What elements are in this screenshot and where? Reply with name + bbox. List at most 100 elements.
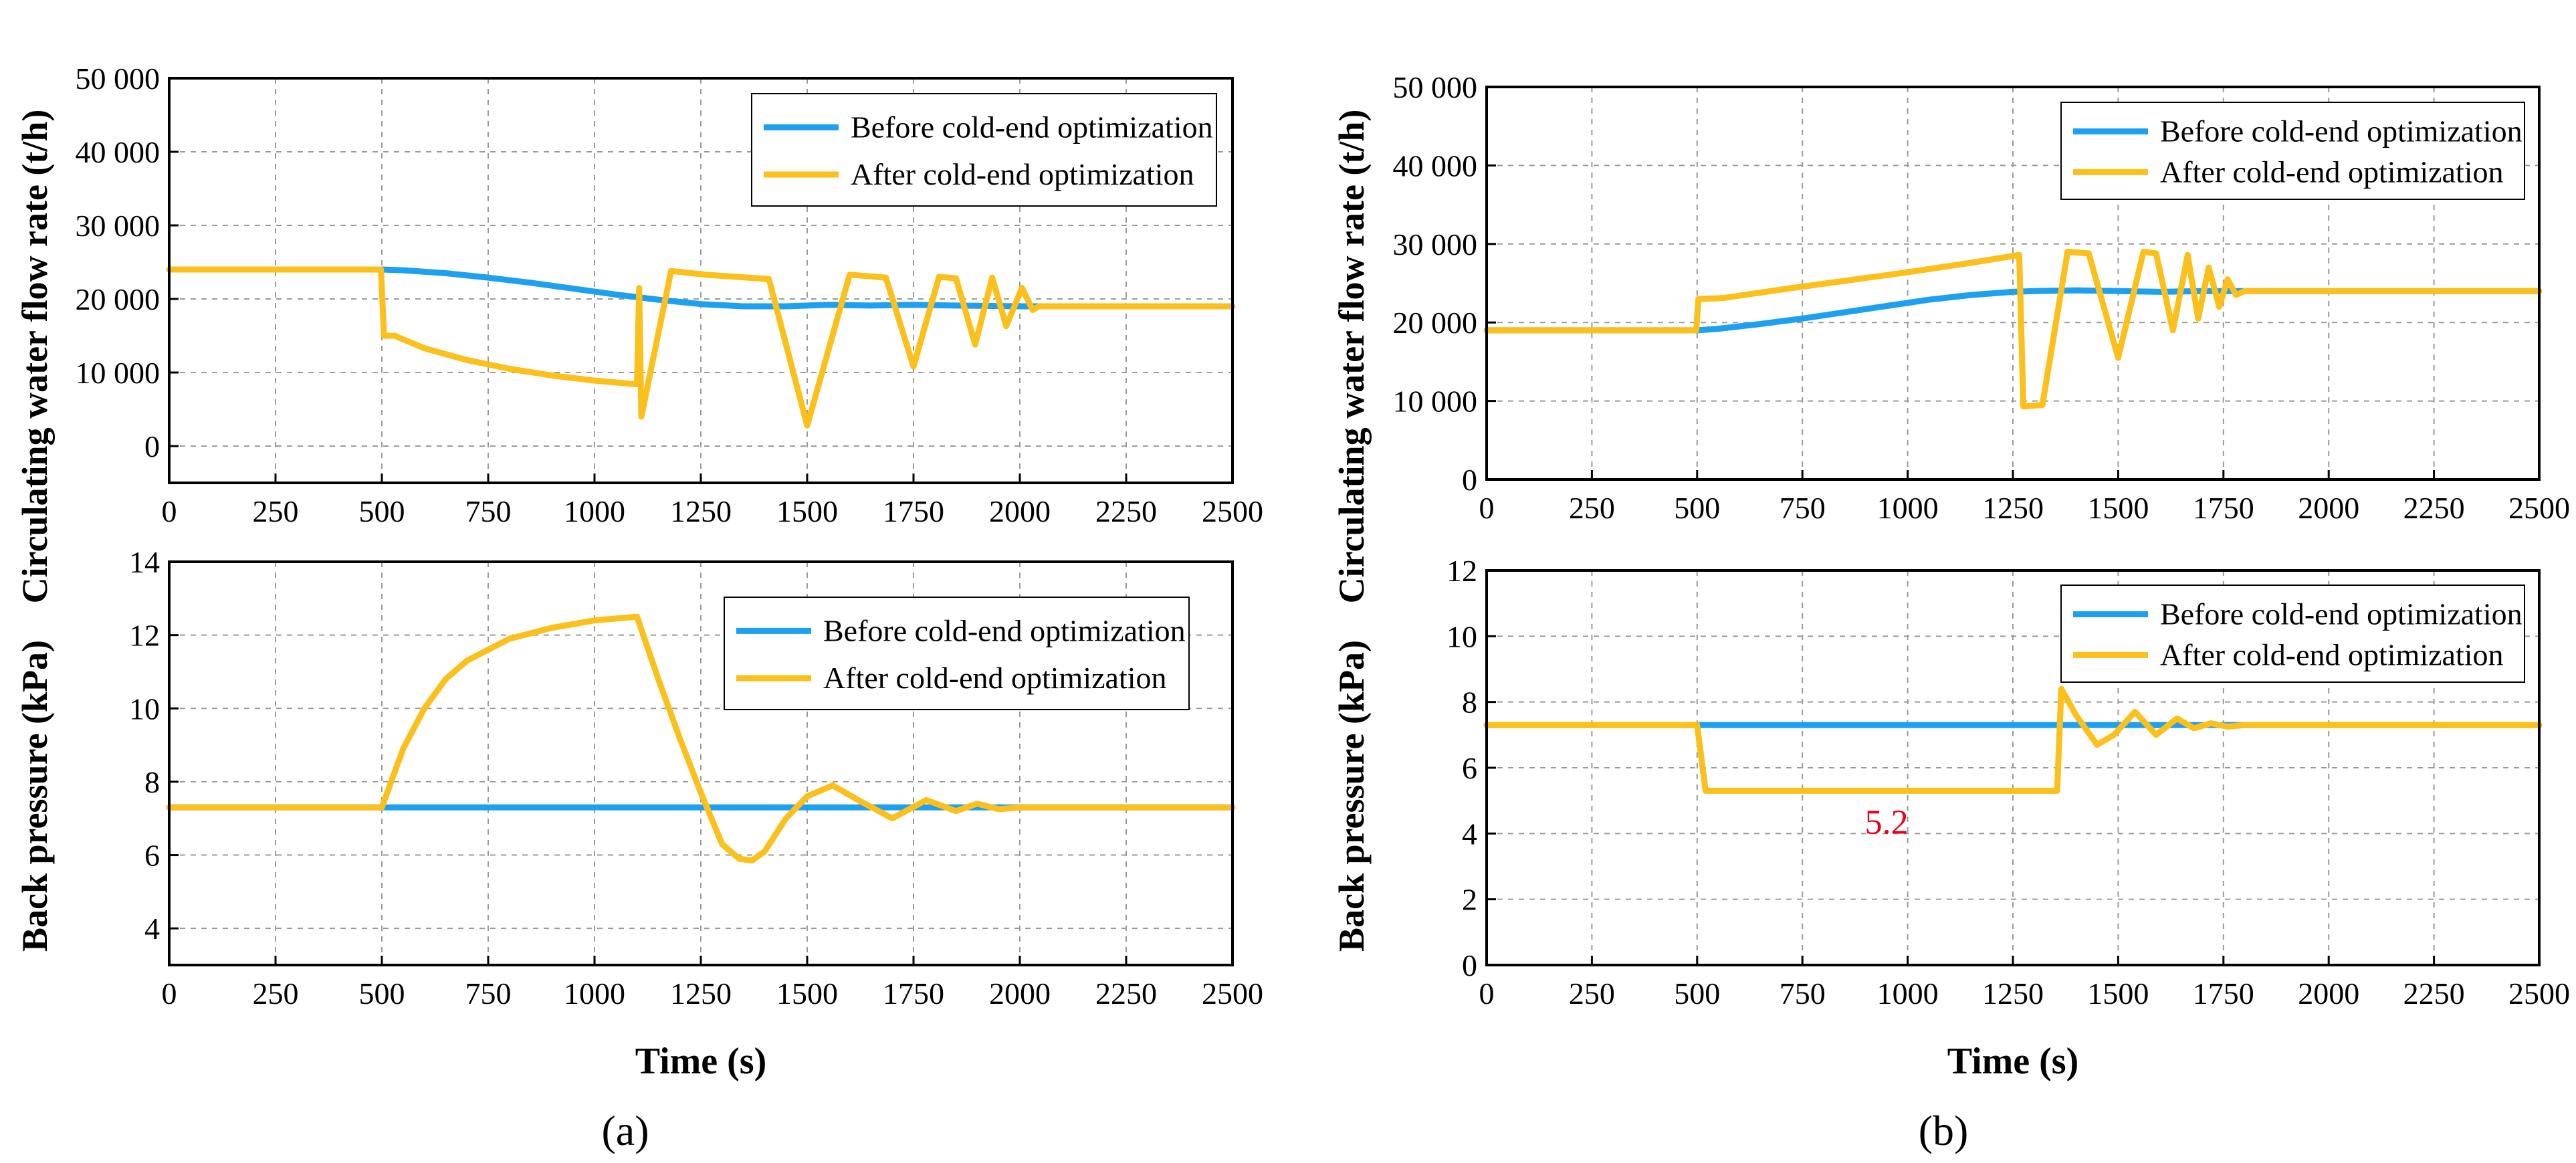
x-tick-label: 2500 [2508, 491, 2570, 525]
x-tick-label: 2250 [2403, 491, 2465, 525]
x-tick-label: 0 [1479, 491, 1495, 525]
x-tick-label: 500 [1674, 491, 1720, 525]
legend-label-after: After cold-end optimization [2160, 154, 2504, 189]
y-tick-label: 4 [144, 912, 160, 946]
x-tick-label: 250 [253, 494, 299, 528]
y-tick-label: 0 [144, 429, 160, 463]
x-tick-label: 250 [1569, 491, 1615, 525]
y-tick-label: 0 [1462, 948, 1477, 982]
y-tick-label: 50 000 [76, 62, 160, 96]
x-tick-label: 500 [359, 976, 405, 1011]
x-tick-label: 750 [1780, 491, 1826, 525]
legend-label-after: After cold-end optimization [851, 157, 1194, 191]
x-tick-label: 250 [253, 976, 299, 1011]
legend-box [2060, 585, 2525, 683]
chart-b-back-pressure: 0 250 500 750 1000 1250 1500 1750 2000 2250 2500 0 2… [1331, 554, 2570, 1082]
legend-box [751, 93, 1217, 207]
y-tick-label: 20 000 [76, 282, 160, 316]
x-tick-label: 1250 [670, 976, 732, 1011]
x-tick-label: 0 [1479, 976, 1495, 1011]
x-tick-label: 250 [1569, 976, 1615, 1011]
chart-a-flow-rate: 0 250 500 750 1000 1250 1500 1750 2000 2250 250001… [15, 62, 1263, 603]
x-tick-label: 2500 [2508, 976, 2570, 1011]
y-axis-label: Circulating water flow rate (t/h) [1331, 110, 1372, 604]
legend-label-after: After cold-end optimization [2160, 637, 2504, 671]
x-tick-label: 500 [1674, 976, 1720, 1011]
y-tick-label: 20 000 [1393, 306, 1478, 340]
y-tick-label: 50 000 [1393, 70, 1478, 104]
series-line-after [166, 266, 1236, 429]
series-line-before [166, 266, 1236, 310]
legend-label-before: Before cold-end optimization [2160, 114, 2523, 148]
legend-label-before: Before cold-end optimization [2160, 597, 2523, 631]
y-tick-label: 40 000 [1393, 148, 1478, 183]
y-tick-label: 2 [1462, 883, 1477, 917]
x-tick-label: 1000 [564, 976, 625, 1011]
chart-a-back-pressure: 0 250 500 750 1000 1250 1500 1750 2000 2250 2500 4 6… [15, 545, 1263, 1082]
x-tick-label: 1750 [2193, 976, 2254, 1011]
y-tick-label: 30 000 [76, 209, 160, 243]
y-tick-label: 10 000 [76, 356, 160, 390]
x-tick-label: 1000 [1877, 976, 1939, 1011]
x-tick-label: 1250 [1982, 976, 2044, 1011]
y-tick-label: 12 [1446, 554, 1477, 588]
legend-box [2060, 102, 2525, 200]
x-tick-label: 1750 [883, 976, 944, 1011]
x-tick-label: 1000 [564, 494, 625, 528]
x-tick-label: 0 [162, 494, 177, 528]
x-tick-label: 1250 [670, 494, 732, 528]
x-tick-label: 1750 [2193, 491, 2254, 525]
x-tick-label: 750 [465, 494, 512, 528]
x-tick-label: 2000 [989, 494, 1051, 528]
x-axis-label: Time (s) [635, 1041, 767, 1082]
legend-label-before: Before cold-end optimization [823, 613, 1186, 647]
y-tick-label: 10 [1446, 619, 1477, 653]
x-tick-label: 2250 [2403, 976, 2465, 1011]
y-tick-label: 12 [129, 619, 160, 653]
y-tick-label: 6 [1462, 751, 1477, 785]
y-axis-label: Back pressure (kPa) [15, 640, 55, 952]
y-tick-label: 10 000 [1393, 385, 1478, 419]
x-tick-label: 0 [162, 976, 177, 1011]
x-tick-label: 2250 [1095, 494, 1157, 528]
x-tick-label: 750 [1780, 976, 1826, 1011]
y-axis-label: Back pressure (kPa) [1331, 640, 1372, 952]
x-tick-label: 1250 [1982, 491, 2044, 525]
x-tick-label: 2000 [2298, 976, 2359, 1011]
y-tick-label: 8 [144, 765, 160, 799]
x-tick-label: 1000 [1877, 491, 1939, 525]
panel-label-b: (b) [1919, 1107, 1969, 1154]
x-tick-label: 1750 [883, 494, 944, 528]
series-line-after [1483, 249, 2543, 410]
x-tick-label: 750 [465, 976, 512, 1011]
x-tick-label: 2000 [989, 976, 1051, 1011]
series-line-after [166, 613, 1236, 864]
x-tick-label: 1500 [776, 976, 838, 1011]
y-tick-label: 14 [129, 545, 160, 579]
series-line-after [1483, 685, 2543, 794]
x-tick-label: 1500 [2087, 976, 2149, 1011]
y-tick-label: 40 000 [76, 135, 160, 169]
annotation-label: 5.2 [1865, 803, 1909, 841]
y-tick-label: 6 [144, 839, 160, 873]
x-tick-label: 2000 [2298, 491, 2359, 525]
legend-label-after: After cold-end optimization [823, 661, 1167, 695]
y-tick-label: 10 [129, 692, 160, 726]
x-tick-label: 1500 [776, 494, 838, 528]
y-tick-label: 8 [1462, 685, 1477, 720]
y-axis-label: Circulating water flow rate (t/h) [15, 110, 55, 604]
y-tick-label: 0 [1462, 463, 1477, 497]
y-tick-label: 4 [1462, 817, 1477, 851]
legend-box [724, 597, 1190, 710]
series-line-before [1483, 287, 2543, 334]
x-tick-label: 500 [359, 494, 405, 528]
legend-label-before: Before cold-end optimization [851, 110, 1213, 144]
y-tick-label: 30 000 [1393, 227, 1478, 261]
x-axis-label: Time (s) [1947, 1041, 2079, 1082]
x-tick-label: 2500 [1202, 976, 1263, 1011]
x-tick-label: 1500 [2087, 491, 2149, 525]
chart-b-flow-rate: 0 250 500 750 1000 1250 1500 1750 2000 2250 250001… [1331, 70, 2570, 603]
x-tick-label: 2500 [1202, 494, 1263, 528]
x-tick-label: 2250 [1095, 976, 1157, 1011]
